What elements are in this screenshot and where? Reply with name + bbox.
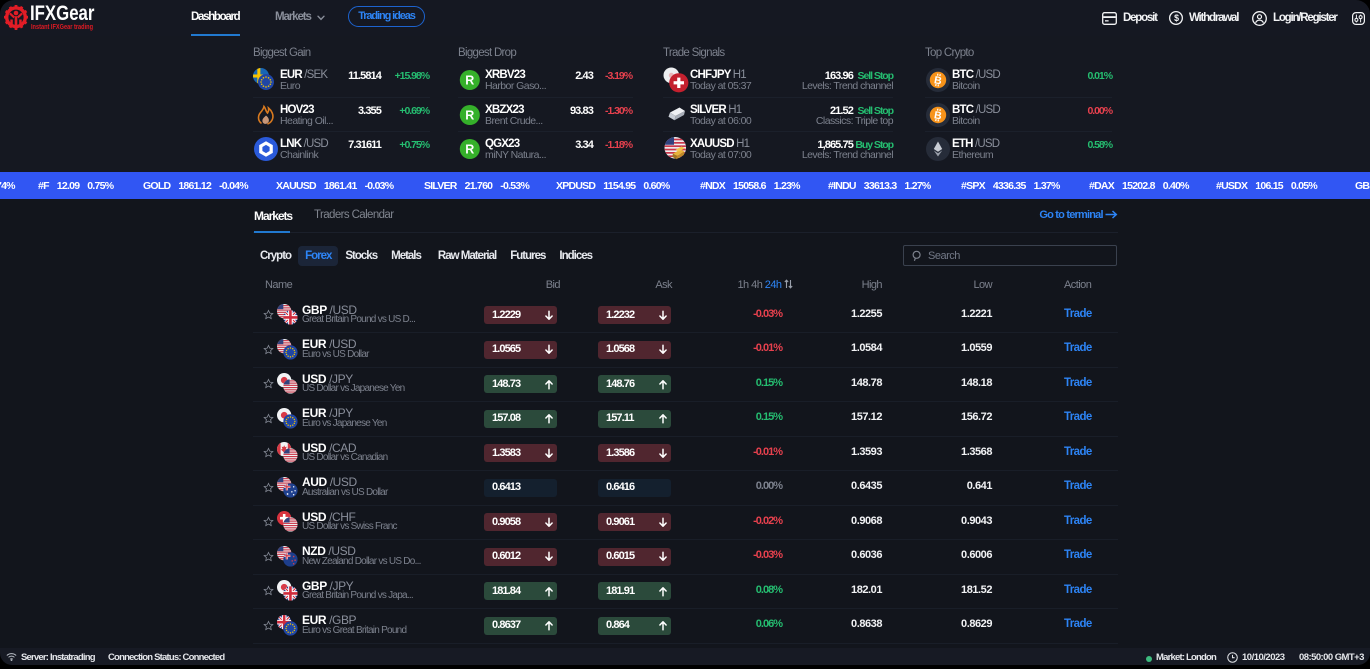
svg-text:$: $	[1174, 13, 1179, 23]
